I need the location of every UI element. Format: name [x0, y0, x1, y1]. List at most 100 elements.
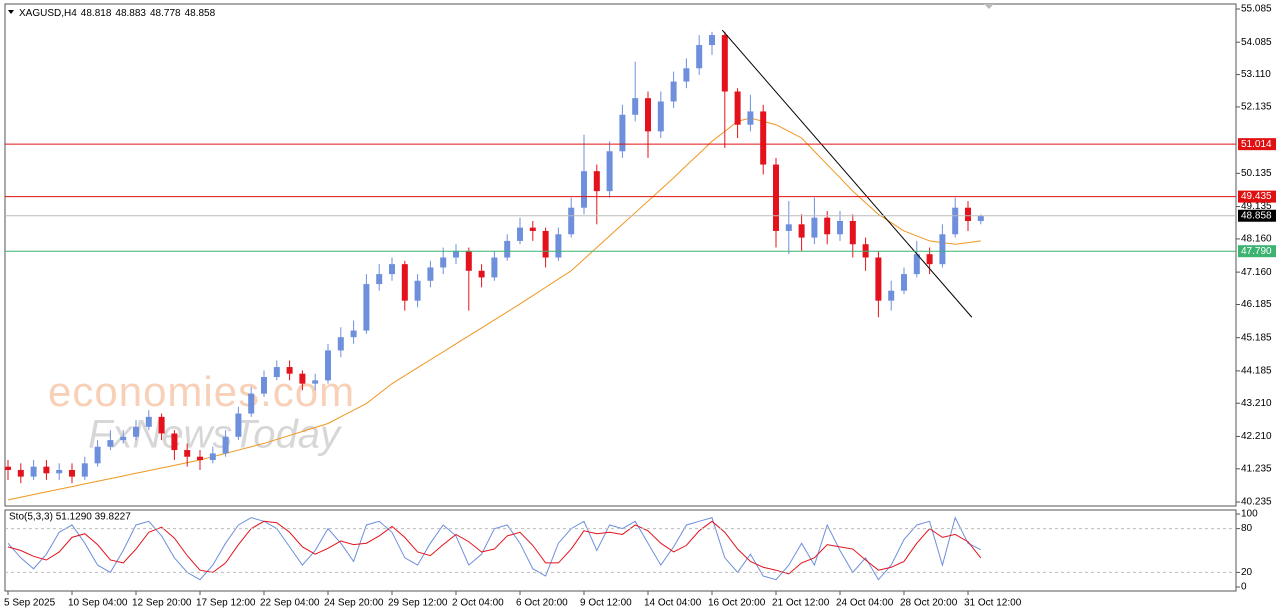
header-price: 48.883 — [115, 8, 146, 19]
candle-body — [363, 284, 370, 331]
header-price: 48.778 — [150, 8, 181, 19]
y-tick-label: 46.185 — [1241, 299, 1272, 310]
level-label: 47.790 — [1241, 246, 1272, 257]
candle-body — [389, 264, 395, 275]
candle-body — [798, 224, 805, 238]
candle-body — [926, 254, 933, 265]
candle-body — [965, 207, 971, 221]
x-tick-label: 16 Oct 20:00 — [708, 598, 766, 609]
candle-body — [273, 367, 280, 378]
candle-body — [837, 220, 843, 235]
candle-body — [696, 45, 703, 69]
candle-body — [657, 101, 664, 132]
candle-body — [811, 217, 818, 238]
candle-body — [901, 274, 907, 291]
candle-body — [465, 250, 472, 271]
y-tick-label: 41.235 — [1241, 463, 1272, 474]
level-label: 48.858 — [1241, 210, 1272, 221]
candle-body — [261, 377, 267, 394]
candle-body — [248, 393, 255, 414]
y-tick-label: 53.110 — [1241, 69, 1271, 80]
menu-arrow — [8, 10, 14, 14]
level-label-box — [1238, 209, 1276, 222]
candle-body — [171, 433, 178, 451]
x-tick-label: 2 Oct 04:00 — [452, 598, 504, 609]
candle-body — [376, 274, 383, 285]
y-tick-label: 47.160 — [1241, 267, 1272, 278]
y-tick-label: 43.210 — [1241, 398, 1272, 409]
candle-body — [312, 380, 319, 384]
candle-body — [683, 68, 690, 82]
candle-body — [555, 234, 562, 258]
candle-body — [913, 254, 920, 275]
y-tick-label: 49.135 — [1241, 201, 1272, 212]
candle-body — [209, 453, 216, 461]
x-tick-label: 22 Sep 04:00 — [260, 598, 320, 609]
candle-body — [939, 234, 946, 265]
candle-body — [107, 440, 114, 447]
candle-body — [888, 290, 895, 301]
candle-body — [593, 171, 600, 192]
indicator-y-tick-label: 100 — [1241, 509, 1258, 520]
y-tick-label: 44.185 — [1241, 366, 1272, 377]
candle-body — [222, 436, 229, 454]
candle-body — [325, 350, 331, 381]
watermark: FxNewsToday — [88, 413, 343, 457]
candle-body — [849, 220, 856, 245]
candle-body — [581, 171, 587, 208]
y-tick-label: 52.135 — [1241, 102, 1272, 113]
candle-body — [43, 466, 50, 474]
candle-body — [619, 114, 626, 152]
header-price: 48.858 — [185, 8, 216, 19]
candle-body — [56, 469, 63, 474]
y-tick-label: 45.185 — [1241, 332, 1272, 343]
candle-body — [824, 217, 831, 235]
y-tick-label: 50.135 — [1241, 168, 1272, 179]
candle-body — [760, 111, 767, 165]
x-tick-label: 17 Sep 12:00 — [196, 598, 256, 609]
candle-body — [5, 466, 11, 470]
trendline — [721, 29, 973, 318]
x-tick-label: 6 Oct 20:00 — [516, 598, 568, 609]
x-tick-label: 9 Oct 12:00 — [580, 598, 632, 609]
candle-body — [440, 257, 447, 268]
indicator-title: Sto(5,3,3) 51.1290 39.8227 — [9, 512, 131, 523]
x-tick-label: 14 Oct 04:00 — [644, 598, 702, 609]
candle-body — [133, 426, 139, 437]
level-label-box — [1238, 245, 1276, 258]
stochastic-line — [7, 516, 982, 581]
header-price: 48.818 — [81, 8, 112, 19]
candle-body — [350, 330, 357, 338]
candle-body — [17, 469, 24, 477]
candle-body — [747, 111, 754, 125]
candle-body — [478, 270, 485, 278]
candle-body — [568, 207, 575, 235]
y-tick-label: 42.210 — [1241, 431, 1272, 442]
indicator-y-tick-label: 20 — [1241, 567, 1253, 578]
candle-body — [299, 373, 306, 384]
x-tick-label: 29 Sep 12:00 — [388, 598, 448, 609]
main-panel-frame — [4, 3, 1237, 507]
indicator-panel-frame — [4, 509, 1237, 592]
x-tick-label: 24 Sep 20:00 — [324, 598, 384, 609]
candle-body — [773, 164, 779, 231]
x-tick-label: 5 Sep 2025 — [4, 598, 56, 609]
x-tick-label: 28 Oct 20:00 — [900, 598, 958, 609]
candle-body — [875, 257, 882, 301]
x-tick-label: 31 Oct 12:00 — [964, 598, 1022, 609]
candle-body — [632, 98, 639, 115]
candle-body — [453, 250, 459, 258]
symbol: XAGUSD,H4 — [19, 8, 77, 19]
candle-body — [184, 450, 191, 457]
candle-body — [504, 240, 511, 258]
y-tick-label: 48.160 — [1241, 234, 1272, 245]
level-label-box — [1238, 138, 1276, 151]
indicator-y-tick-label: 0 — [1241, 582, 1247, 593]
candle-body — [606, 151, 613, 192]
symbol-header: XAGUSD,H4 48.818 48.883 48.778 48.858 — [19, 8, 216, 19]
candle-body — [491, 257, 498, 278]
candle-body — [401, 264, 408, 301]
